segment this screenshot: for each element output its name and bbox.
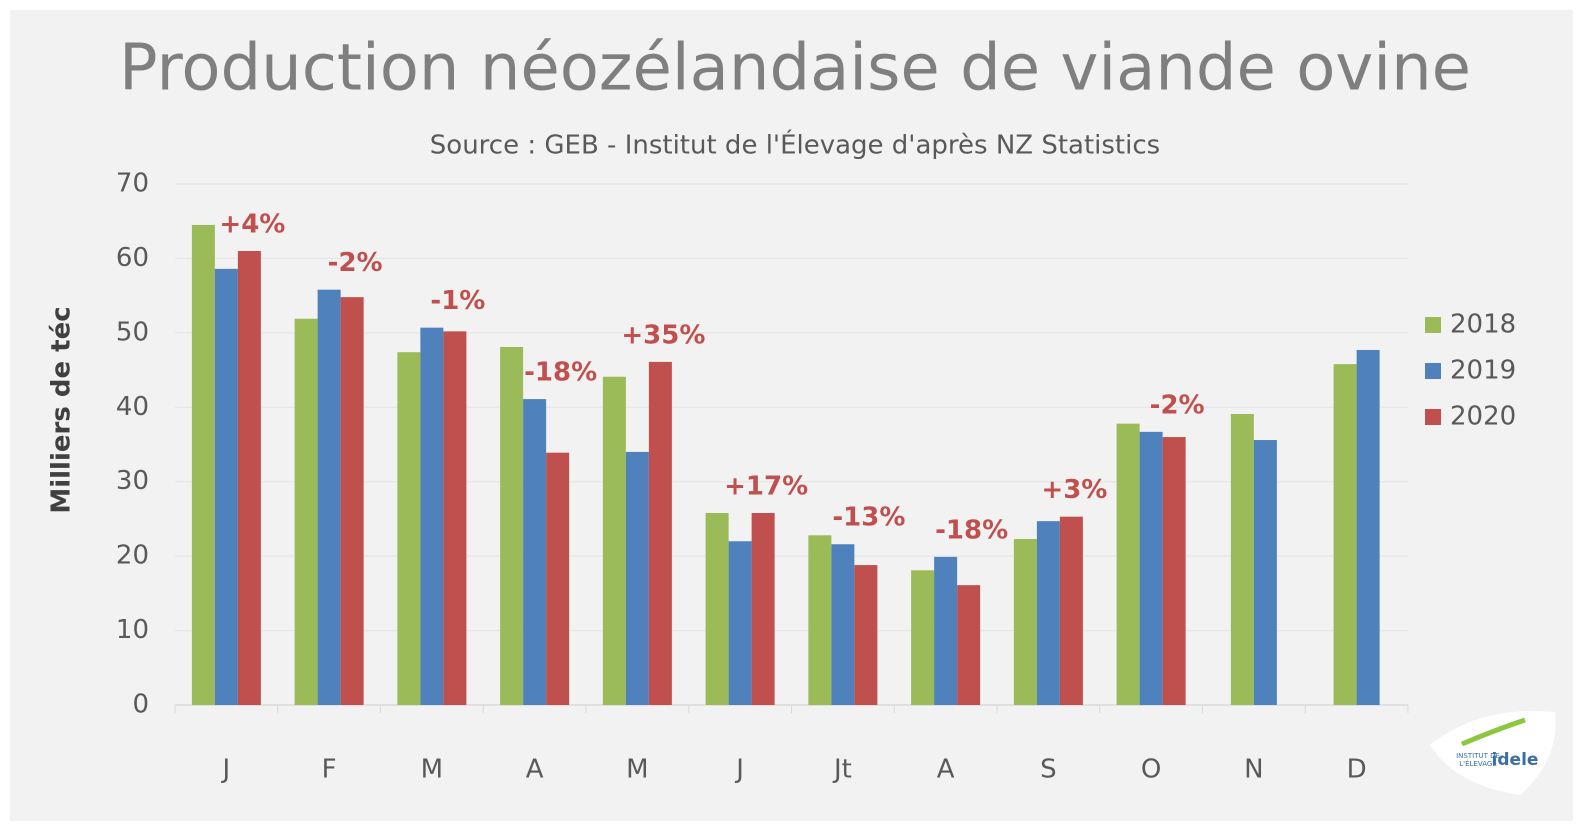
bar [808,535,832,705]
bar [957,585,981,705]
x-tick-label: A [937,755,955,785]
x-tick-label: Jt [832,755,852,785]
bar [237,250,261,705]
annotation: -13% [832,503,905,533]
logo-text: INSTITUT DE [1456,752,1500,760]
bar [648,361,672,705]
legend-swatch [1425,363,1441,379]
logo-brand: idele [1492,750,1539,770]
y-tick-label: 70 [116,169,149,199]
x-tick-label: J [221,755,231,785]
logo-shape [1430,710,1556,795]
bar [443,331,467,705]
annotation: -18% [524,358,597,388]
x-tick-label: O [1141,755,1161,785]
bar [294,318,318,705]
x-tick-label: S [1040,755,1057,785]
bar [728,541,752,705]
bar [191,224,215,705]
x-tick-label: M [421,755,443,785]
bar [420,327,444,705]
bar [751,512,775,705]
bar [1013,539,1037,705]
bar [705,512,729,705]
x-tick-label: A [526,755,544,785]
annotation: +35% [621,320,705,350]
bar [911,570,935,705]
x-tick-label: J [734,755,744,785]
bar [854,565,878,705]
legend-label: 2018 [1450,310,1516,340]
bar [317,289,341,705]
legend-label: 2019 [1450,356,1516,386]
bar [602,376,626,705]
bar [831,544,855,705]
bar [340,297,364,705]
logo-text: L'ÉLEVAGE [1459,759,1496,768]
bar [214,268,238,705]
bar [1253,440,1277,705]
y-tick-label: 20 [116,541,149,571]
legend-label: 2020 [1450,402,1516,432]
chart-title: Production néozélandaise de viande ovine [119,32,1471,106]
bar [397,352,421,705]
y-tick-label: 50 [116,317,149,347]
x-tick-label: N [1244,755,1263,785]
x-tick-label: M [626,755,648,785]
chart-subtitle: Source : GEB - Institut de l'Élevage d'a… [430,129,1160,161]
logo-swoosh [1461,717,1526,747]
annotation: +3% [1041,475,1107,505]
annotation: -2% [328,248,383,278]
y-tick-label: 60 [116,243,149,273]
annotation: -18% [935,515,1008,545]
legend-swatch [1425,317,1441,333]
bar [1116,423,1140,705]
y-tick-label: 0 [132,690,149,720]
bar [1356,349,1380,705]
y-tick-label: 10 [116,615,149,645]
bar [500,346,524,705]
annotation: -2% [1150,390,1205,420]
legend-swatch [1425,409,1441,425]
annotation: -1% [430,286,485,316]
background [10,10,1573,821]
bar [1139,431,1163,705]
bar [546,452,570,705]
bar [1230,413,1254,705]
annotation: +4% [219,209,285,239]
y-tick-label: 30 [116,466,149,496]
x-tick-label: F [322,755,337,785]
x-tick-label: D [1347,755,1367,785]
bar [934,556,958,705]
bar [1059,516,1083,705]
annotation: +17% [724,471,808,501]
y-axis-label: Milliers de téc [47,306,77,513]
bar [1333,364,1357,705]
bar [1036,521,1060,705]
bar [523,399,547,705]
y-tick-label: 40 [116,392,149,422]
bar [1162,437,1186,705]
bar [625,451,649,705]
